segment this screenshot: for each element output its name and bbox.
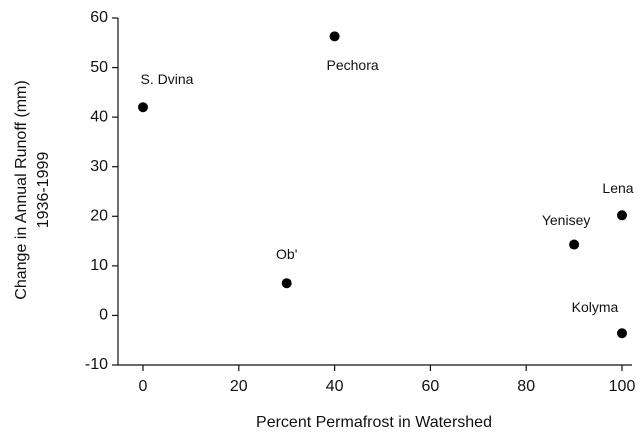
point-label: Kolyma <box>572 299 619 315</box>
y-tick-label: 10 <box>90 257 108 274</box>
y-tick-label: 60 <box>90 9 108 26</box>
point-label: Yenisey <box>542 212 591 228</box>
y-tick-label: 0 <box>99 307 108 324</box>
point-label: Lena <box>602 180 633 196</box>
point <box>617 328 627 339</box>
point-label: S. Dvina <box>141 71 194 87</box>
x-tick-label: 20 <box>230 378 248 395</box>
x-tick-label: 60 <box>422 378 440 395</box>
x-axis-label: Percent Permafrost in Watershed <box>256 414 492 431</box>
point <box>329 31 340 42</box>
x-tick-label: 80 <box>517 378 535 395</box>
y-axis-label: Change in Annual Runoff (mm) <box>13 80 30 299</box>
y-tick-label: 20 <box>90 208 108 225</box>
y-tick-label: 50 <box>90 59 108 76</box>
y-tick-label: -10 <box>85 356 108 373</box>
point-label: Pechora <box>327 57 379 73</box>
y-tick-label: 40 <box>90 108 108 125</box>
y-axis-label: 1936-1999 <box>35 152 52 229</box>
x-tick-label: 0 <box>139 378 148 395</box>
x-tick-label: 40 <box>326 378 344 395</box>
point <box>281 278 292 289</box>
point <box>617 210 627 221</box>
y-tick-label: 30 <box>90 158 108 175</box>
point-label: Ob' <box>276 246 297 262</box>
point <box>569 239 580 250</box>
point <box>138 102 148 113</box>
x-tick-label: 100 <box>609 378 636 395</box>
